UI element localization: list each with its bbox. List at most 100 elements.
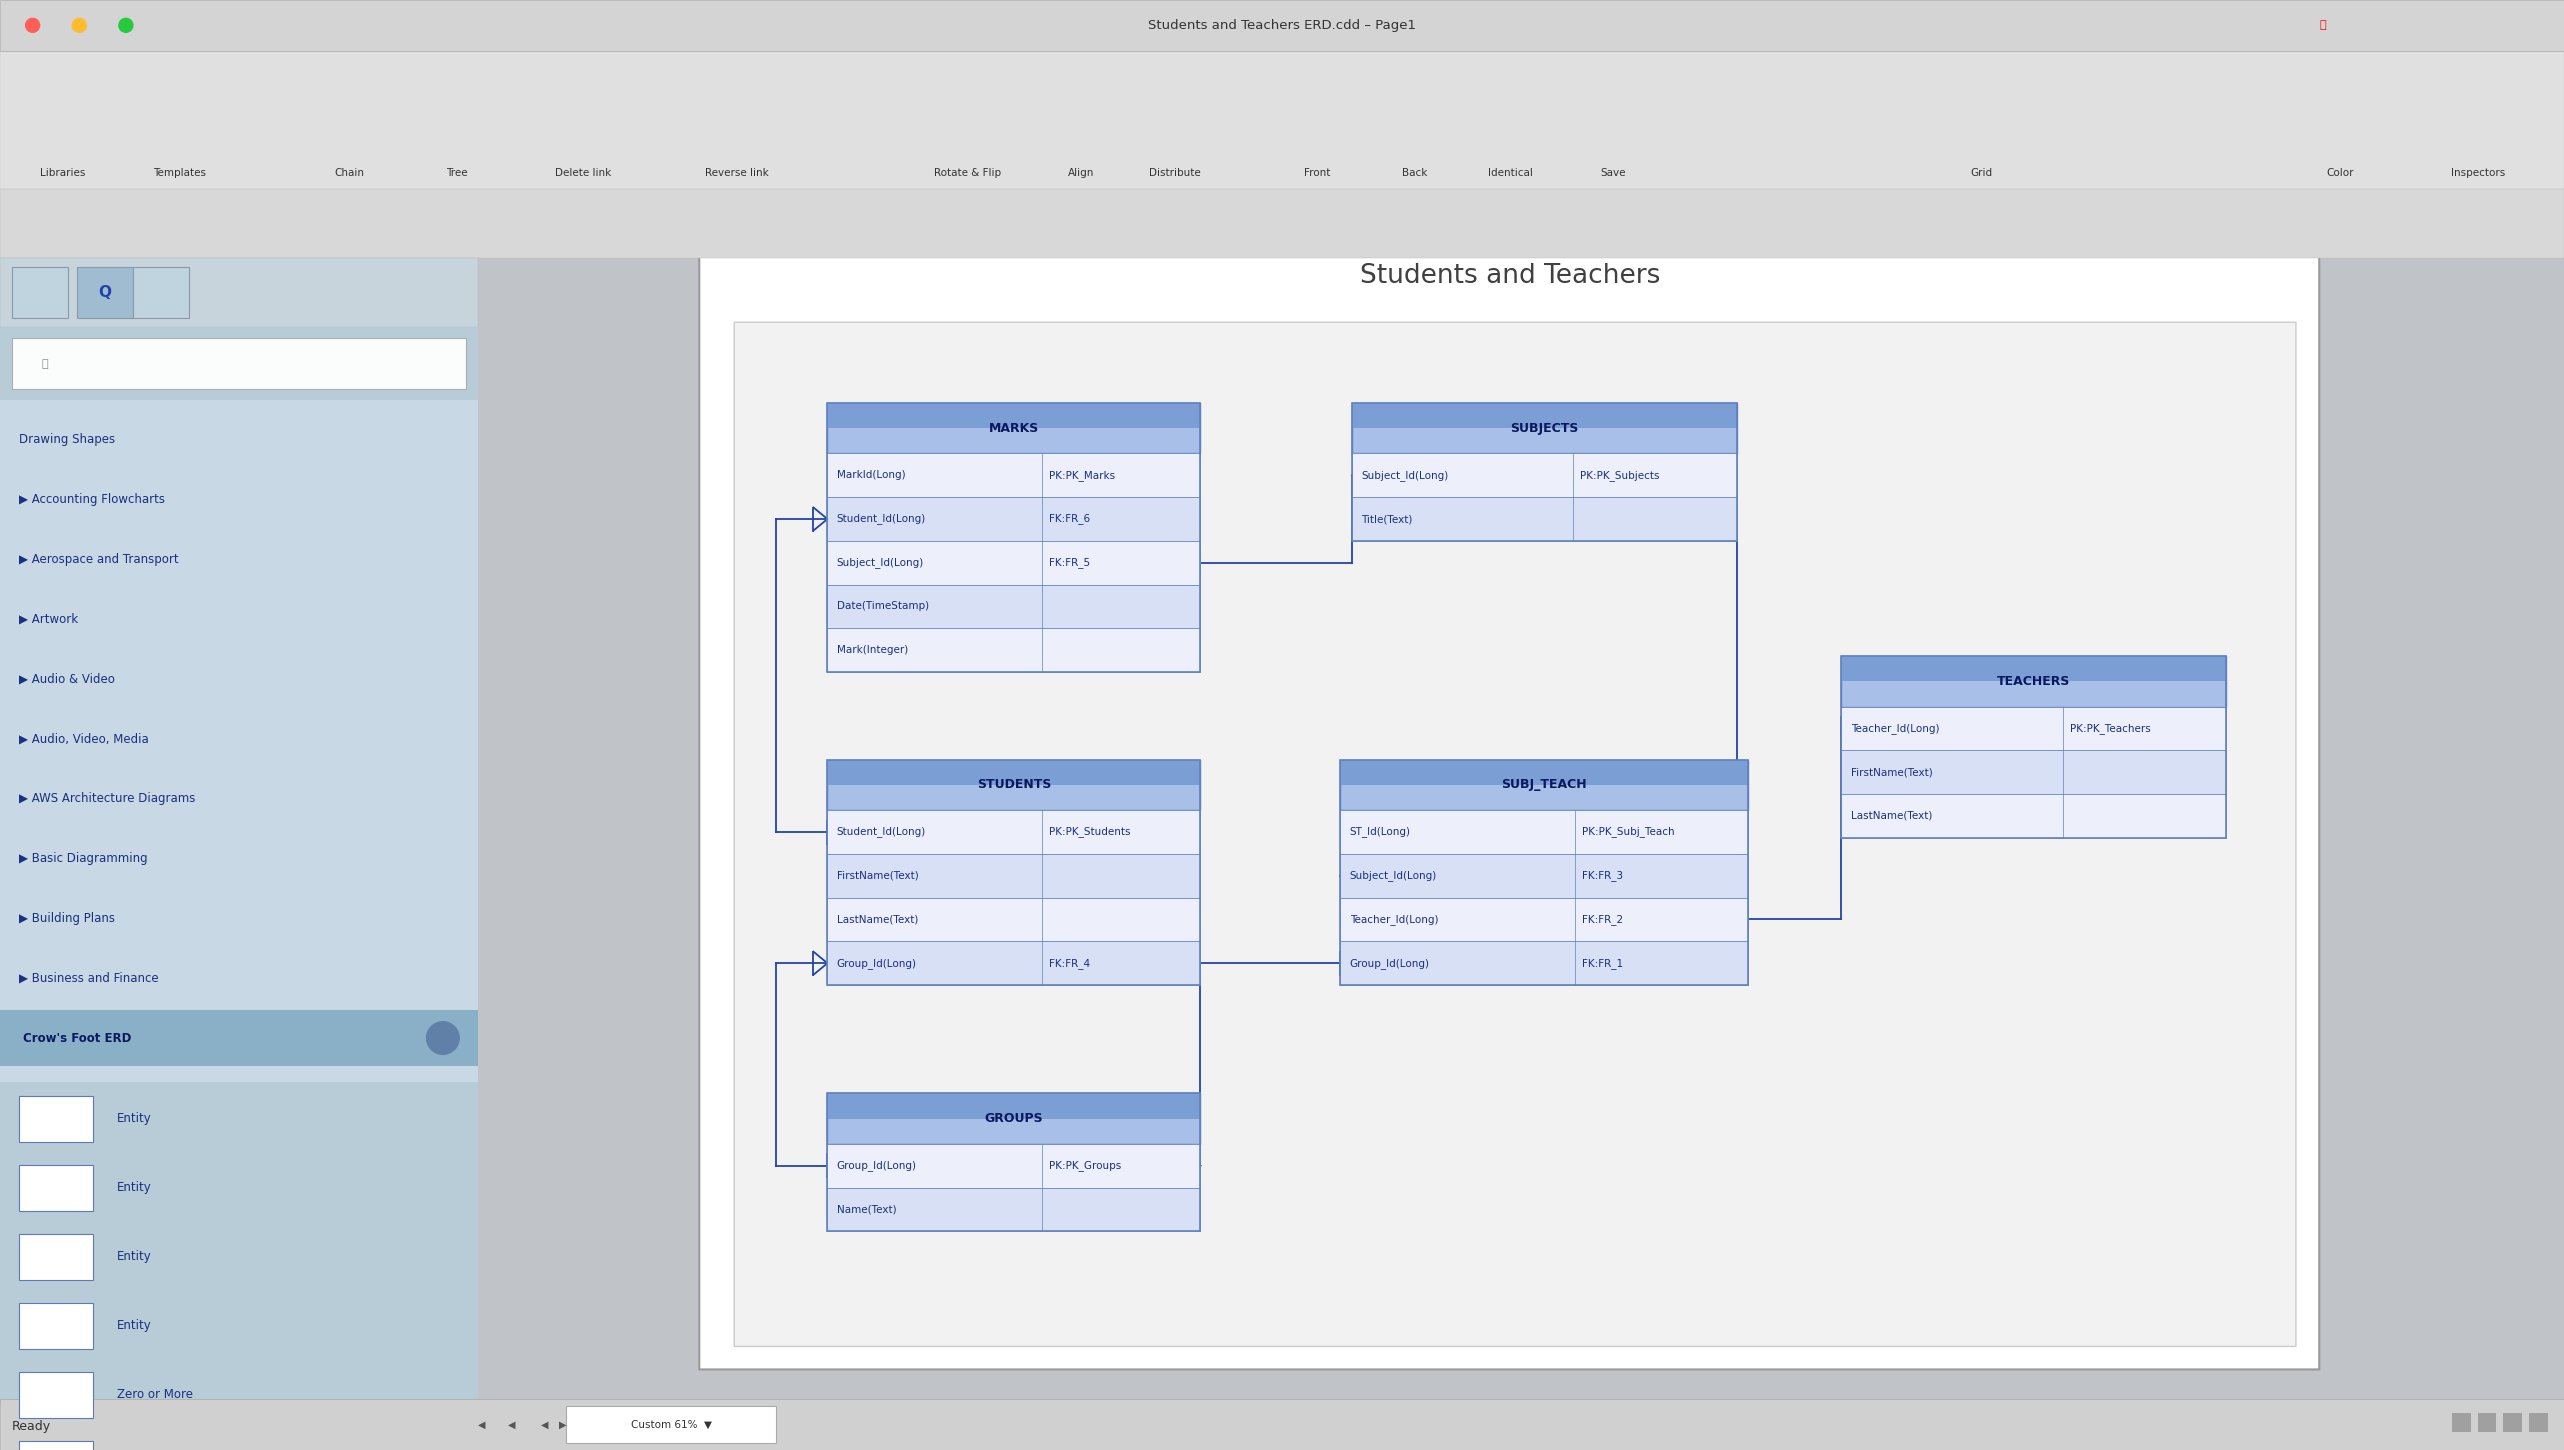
Text: ◀: ◀ xyxy=(477,1420,485,1430)
Bar xyxy=(828,403,1200,428)
Text: MARKS: MARKS xyxy=(990,422,1038,435)
Text: FK:FR_4: FK:FR_4 xyxy=(1049,958,1090,969)
Circle shape xyxy=(118,19,133,32)
Bar xyxy=(0,1399,2564,1450)
Bar xyxy=(828,854,1200,898)
Text: 🔍: 🔍 xyxy=(41,358,49,368)
Text: Crow's Foot ERD: Crow's Foot ERD xyxy=(23,1031,131,1044)
Text: Delete link: Delete link xyxy=(554,168,610,177)
Text: TEACHERS: TEACHERS xyxy=(1997,674,2069,687)
Bar xyxy=(1341,760,1749,811)
Bar xyxy=(18,1372,92,1418)
Bar xyxy=(1341,854,1749,898)
Bar xyxy=(1841,655,2226,838)
Text: ▶ Artwork: ▶ Artwork xyxy=(18,613,77,625)
Text: Subject_Id(Long): Subject_Id(Long) xyxy=(836,557,923,568)
FancyBboxPatch shape xyxy=(700,231,2320,1369)
Text: SUBJECTS: SUBJECTS xyxy=(1510,422,1579,435)
Text: Entity: Entity xyxy=(115,1250,151,1263)
Text: PK:PK_Groups: PK:PK_Groups xyxy=(1049,1160,1120,1172)
Text: ◀: ◀ xyxy=(541,1420,549,1430)
Text: Q: Q xyxy=(97,284,110,300)
Bar xyxy=(828,811,1200,854)
Bar xyxy=(18,1096,92,1141)
Bar xyxy=(1341,760,1749,784)
Bar xyxy=(18,1302,92,1349)
Bar xyxy=(0,258,477,326)
Bar xyxy=(828,1144,1200,1188)
Text: Entity: Entity xyxy=(115,1112,151,1125)
Bar xyxy=(828,941,1200,985)
Bar xyxy=(1841,655,2226,681)
Text: Identical: Identical xyxy=(1487,168,1533,177)
Bar xyxy=(828,628,1200,671)
Bar xyxy=(2528,1414,2549,1431)
Text: Libraries: Libraries xyxy=(41,168,85,177)
Text: Front: Front xyxy=(1303,168,1331,177)
Text: Student_Id(Long): Student_Id(Long) xyxy=(836,513,926,525)
FancyBboxPatch shape xyxy=(733,322,2295,1347)
Bar xyxy=(1341,760,1749,985)
Text: Align: Align xyxy=(1069,168,1095,177)
Bar xyxy=(18,1164,92,1211)
Bar xyxy=(567,1406,777,1443)
Text: Title(Text): Title(Text) xyxy=(1361,513,1413,523)
Bar xyxy=(0,51,2564,188)
Text: FK:FR_3: FK:FR_3 xyxy=(1582,870,1623,882)
Text: FK:FR_1: FK:FR_1 xyxy=(1582,958,1623,969)
Bar xyxy=(2451,1414,2472,1431)
Bar xyxy=(828,584,1200,628)
Text: Group_Id(Long): Group_Id(Long) xyxy=(836,958,918,969)
Text: Group_Id(Long): Group_Id(Long) xyxy=(1349,958,1431,969)
Text: ▶: ▶ xyxy=(559,1420,567,1430)
Bar xyxy=(1341,811,1749,854)
Text: ▶ AWS Architecture Diagrams: ▶ AWS Architecture Diagrams xyxy=(18,792,195,805)
Text: MarkId(Long): MarkId(Long) xyxy=(836,470,905,480)
Bar xyxy=(1341,941,1749,985)
Bar xyxy=(828,1093,1200,1231)
Text: Subject_Id(Long): Subject_Id(Long) xyxy=(1361,470,1449,481)
Text: Entity: Entity xyxy=(115,1182,151,1195)
Text: ▶ Basic Diagramming: ▶ Basic Diagramming xyxy=(18,853,146,866)
Bar xyxy=(13,338,467,389)
Text: 📄: 📄 xyxy=(2320,20,2326,30)
Bar xyxy=(828,1093,1200,1144)
Text: Zero or More: Zero or More xyxy=(115,1388,192,1401)
Bar xyxy=(1841,706,2226,750)
Text: ▶ Audio & Video: ▶ Audio & Video xyxy=(18,673,115,686)
Text: Group_Id(Long): Group_Id(Long) xyxy=(836,1160,918,1172)
Text: Name(Text): Name(Text) xyxy=(836,1205,897,1215)
Bar xyxy=(828,403,1200,671)
Text: PK:PK_Marks: PK:PK_Marks xyxy=(1049,470,1115,481)
Text: Back: Back xyxy=(1403,168,1428,177)
Text: ▶ Business and Finance: ▶ Business and Finance xyxy=(18,972,159,985)
Bar xyxy=(1341,898,1749,941)
Text: ST_Id(Long): ST_Id(Long) xyxy=(1349,826,1410,838)
Circle shape xyxy=(426,1022,459,1054)
Text: Templates: Templates xyxy=(154,168,205,177)
Text: ◀: ◀ xyxy=(508,1420,515,1430)
Text: Mark(Integer): Mark(Integer) xyxy=(836,645,908,655)
Text: FirstName(Text): FirstName(Text) xyxy=(1851,767,1933,777)
Text: LastName(Text): LastName(Text) xyxy=(836,915,918,925)
Bar xyxy=(1351,497,1736,541)
Bar xyxy=(0,258,477,1404)
Text: Chain: Chain xyxy=(336,168,364,177)
Circle shape xyxy=(26,19,38,32)
Bar xyxy=(828,898,1200,941)
Text: PK:PK_Subjects: PK:PK_Subjects xyxy=(1579,470,1659,481)
Text: Teacher_Id(Long): Teacher_Id(Long) xyxy=(1349,914,1438,925)
Bar xyxy=(13,267,67,318)
Text: Subject_Id(Long): Subject_Id(Long) xyxy=(1349,870,1436,882)
Bar xyxy=(2477,1414,2497,1431)
Text: Ready: Ready xyxy=(13,1421,51,1434)
Bar xyxy=(828,1188,1200,1231)
Bar xyxy=(1841,795,2226,838)
Bar xyxy=(477,258,2564,1404)
Text: Save: Save xyxy=(1600,168,1626,177)
Text: Color: Color xyxy=(2326,168,2354,177)
Bar xyxy=(1351,403,1736,541)
Text: ▶ Accounting Flowcharts: ▶ Accounting Flowcharts xyxy=(18,493,164,506)
Bar xyxy=(0,1011,477,1066)
Text: Distribute: Distribute xyxy=(1149,168,1200,177)
